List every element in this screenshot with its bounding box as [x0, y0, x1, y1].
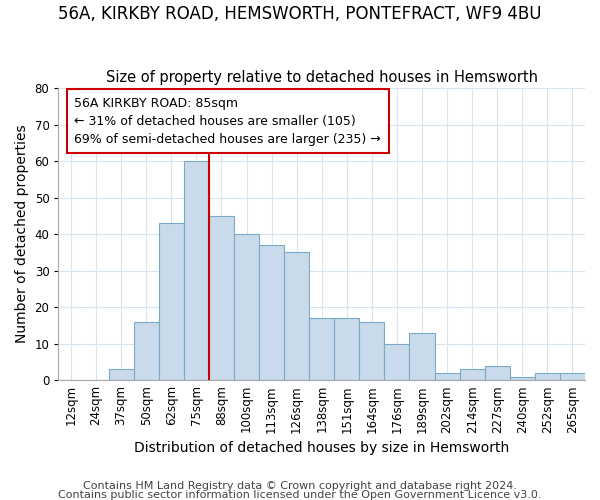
Bar [434, 373, 460, 380]
Bar [284, 252, 309, 380]
Bar [184, 161, 209, 380]
Bar [159, 223, 184, 380]
Bar [409, 332, 434, 380]
Bar [510, 376, 535, 380]
Bar [209, 216, 234, 380]
Bar [385, 344, 409, 380]
Bar [109, 369, 134, 380]
Bar [460, 369, 485, 380]
Bar [309, 318, 334, 380]
Bar [485, 366, 510, 380]
Bar [560, 373, 585, 380]
Text: 56A, KIRKBY ROAD, HEMSWORTH, PONTEFRACT, WF9 4BU: 56A, KIRKBY ROAD, HEMSWORTH, PONTEFRACT,… [58, 5, 542, 23]
Text: Contains HM Land Registry data © Crown copyright and database right 2024.: Contains HM Land Registry data © Crown c… [83, 481, 517, 491]
Text: 56A KIRKBY ROAD: 85sqm
← 31% of detached houses are smaller (105)
69% of semi-de: 56A KIRKBY ROAD: 85sqm ← 31% of detached… [74, 97, 381, 146]
Text: Contains public sector information licensed under the Open Government Licence v3: Contains public sector information licen… [58, 490, 542, 500]
Bar [359, 322, 385, 380]
X-axis label: Distribution of detached houses by size in Hemsworth: Distribution of detached houses by size … [134, 441, 509, 455]
Bar [334, 318, 359, 380]
Title: Size of property relative to detached houses in Hemsworth: Size of property relative to detached ho… [106, 70, 538, 86]
Bar [535, 373, 560, 380]
Bar [234, 234, 259, 380]
Y-axis label: Number of detached properties: Number of detached properties [15, 125, 29, 344]
Bar [134, 322, 159, 380]
Bar [259, 245, 284, 380]
